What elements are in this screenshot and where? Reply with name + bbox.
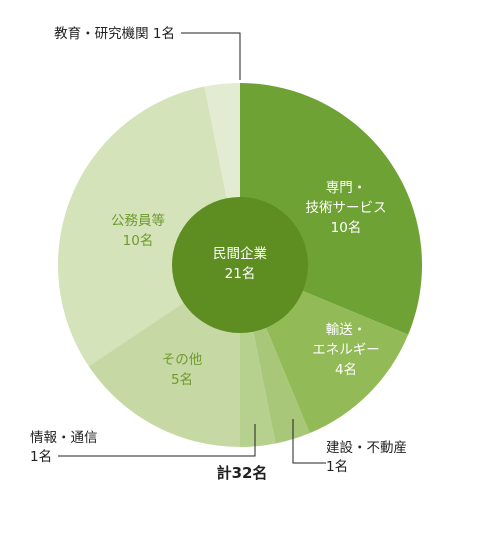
slice-label-education: 教育・研究機関 1名 xyxy=(54,26,175,42)
center-label-line1: 民間企業 xyxy=(213,245,267,262)
slice-label-professional-line1: 専門・ xyxy=(326,180,367,196)
slice-label-construction-line1: 建設・不動産 xyxy=(326,440,407,456)
slice-label-transport-line2: エネルギー xyxy=(312,342,380,358)
leader-line-education xyxy=(181,32,241,80)
pie-slice-public xyxy=(58,86,240,367)
slice-label-professional-line3: 10名 xyxy=(331,220,362,236)
slice-label-transport-line1: 輸送・ xyxy=(326,322,367,338)
slice-label-transport-line3: 4名 xyxy=(335,362,357,378)
slice-label-info-line1: 情報・通信 xyxy=(30,430,98,446)
slice-label-other-line2: 5名 xyxy=(171,372,193,388)
slice-label-public-line2: 10名 xyxy=(123,233,154,249)
private-sector-inner-circle xyxy=(172,197,308,333)
slice-label-construction-line2: 1名 xyxy=(326,459,348,475)
center-label-line2: 21名 xyxy=(225,266,256,282)
leader-line-construction xyxy=(292,419,326,464)
slice-label-public-line1: 公務員等 xyxy=(111,212,165,229)
total-label: 計32名 xyxy=(217,464,268,482)
slice-label-professional-line2: 技術サービス xyxy=(306,200,387,216)
slice-label-other-line1: その他 xyxy=(162,352,203,368)
leader-line-info xyxy=(58,424,256,457)
slice-label-info-line2: 1名 xyxy=(30,449,52,465)
